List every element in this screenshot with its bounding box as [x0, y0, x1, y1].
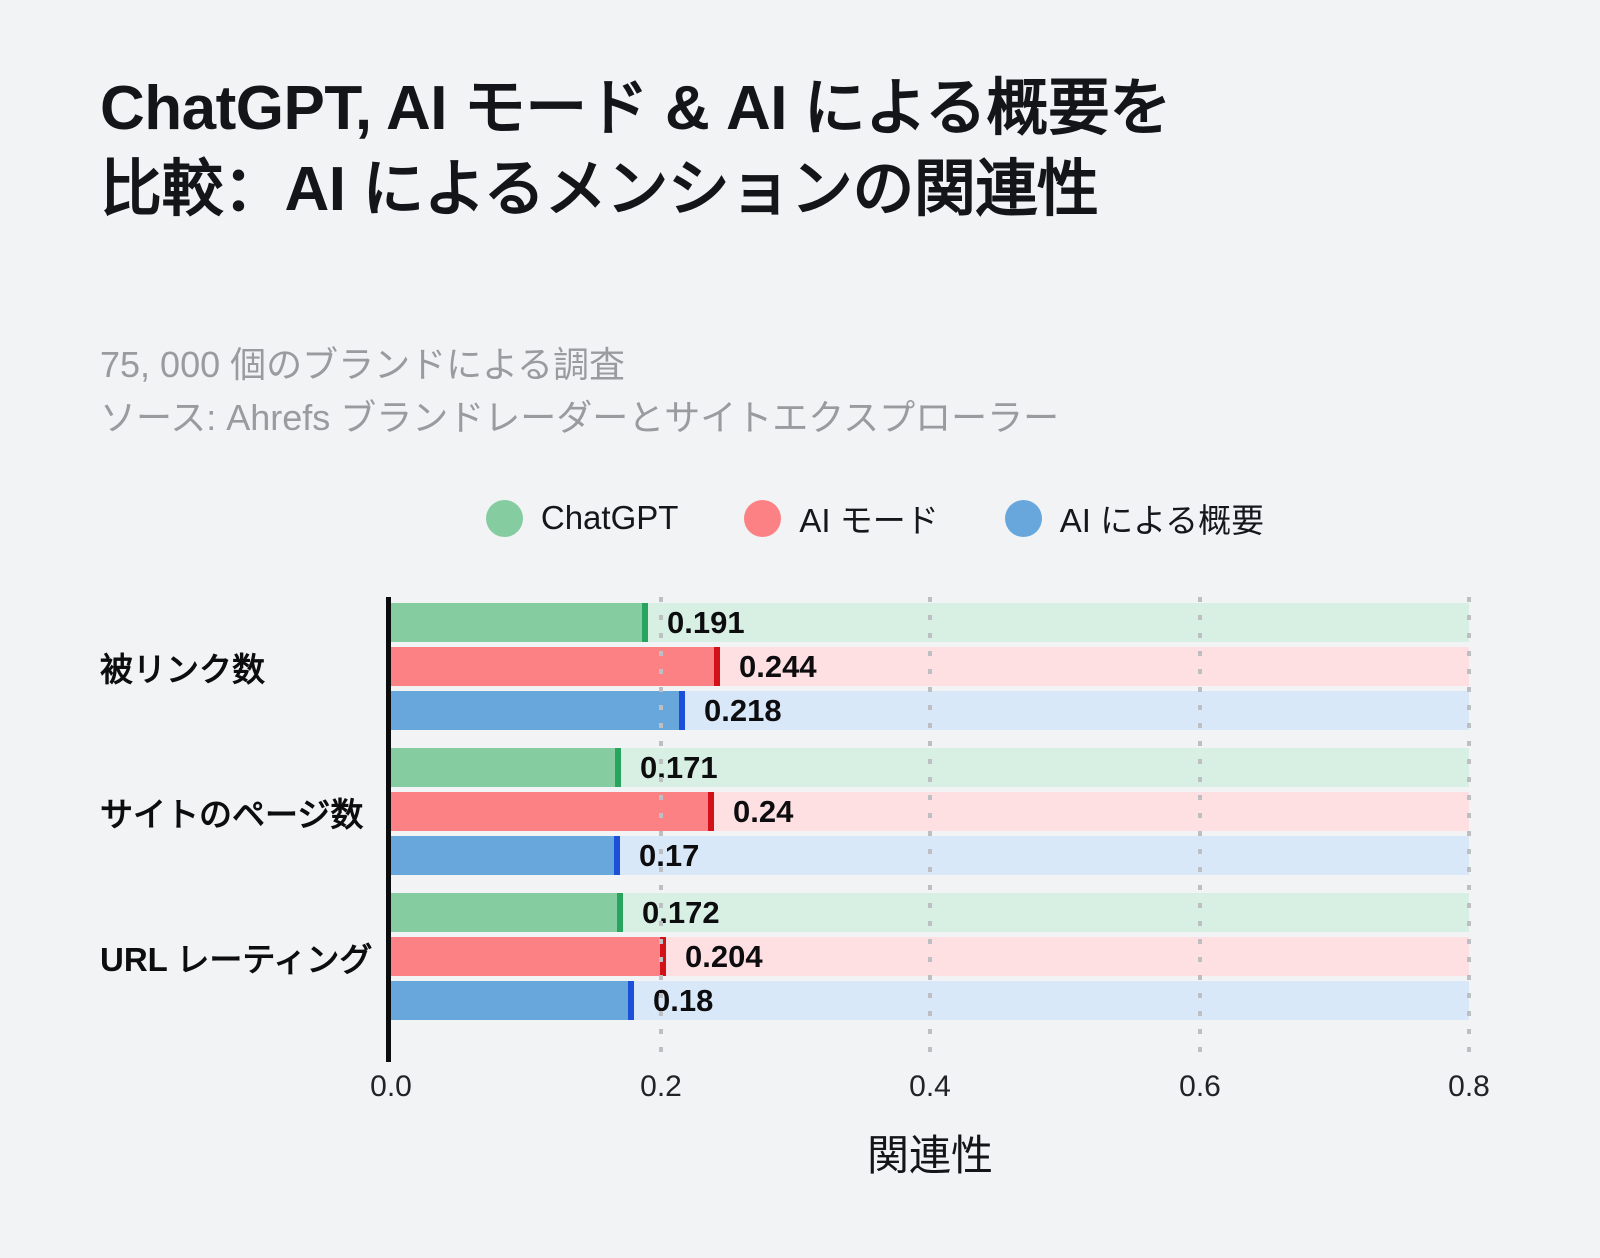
- gridline-0.4: [928, 597, 932, 1062]
- bar-fill: [391, 647, 720, 686]
- legend-item-ai: AI による概要: [1004, 494, 1265, 542]
- bar-value-label: 0.24: [733, 794, 794, 829]
- x-axis-ticks: 0.0 0.2 0.4 0.6 0.8: [370, 1070, 1490, 1106]
- bar-value-label: 0.191: [667, 605, 745, 640]
- x-tick-0.6: 0.6: [1179, 1070, 1221, 1103]
- x-tick-0.8: 0.8: [1448, 1070, 1490, 1103]
- chart-title-line2: 比較：AI によるメンションの関連性: [100, 155, 1099, 224]
- x-tick-0.4: 0.4: [909, 1070, 951, 1103]
- chart-title: ChatGPT, AI モード & AI による概要を 比較：AI によるメンシ…: [100, 68, 1540, 230]
- legend-item-ai: AI モード: [744, 494, 939, 542]
- bar-value-label: 0.204: [685, 939, 763, 974]
- bar-endcap: [708, 792, 714, 831]
- bar-endcap: [617, 893, 623, 932]
- bar-fill: [391, 836, 620, 875]
- bar-endcap: [679, 691, 685, 730]
- bar-fill: [391, 981, 634, 1020]
- bar-fill: [391, 603, 648, 642]
- category-label-0: 被リンク数: [100, 650, 265, 688]
- chart-subtitle: 75, 000 個のブランドによる調査 ソース: Ahrefs ブランドレーダー…: [100, 338, 1540, 444]
- legend-dot-icon: [1004, 499, 1042, 537]
- bar-value-label: 0.17: [639, 838, 700, 873]
- y-axis-spine: [386, 597, 391, 1062]
- gridline-0.8: [1467, 597, 1471, 1062]
- bar-value-label: 0.172: [642, 895, 720, 930]
- plot-area: 0.191 0.244 0.218 0.171 0.24 0.17 0.172 0.204 0.…: [391, 597, 1471, 1062]
- bar-value-label: 0.218: [704, 693, 782, 728]
- bar-endcap: [615, 748, 621, 787]
- bar-endcap: [628, 981, 634, 1020]
- bar-fill: [391, 792, 714, 831]
- legend-label: AI による概要: [1059, 502, 1265, 539]
- bar-value-label: 0.244: [739, 649, 817, 684]
- bar-value-label: 0.18: [653, 983, 714, 1018]
- x-tick-0.0: 0.0: [370, 1070, 412, 1103]
- legend-item-chatgpt: ChatGPT: [485, 499, 679, 537]
- bar-fill: [391, 691, 685, 730]
- gridline-0.2: [659, 597, 663, 1062]
- subtitle-line1: 75, 000 個のブランドによる調査: [100, 344, 626, 385]
- bar-endcap: [614, 836, 620, 875]
- subtitle-line2: ソース: Ahrefs ブランドレーダーとサイトエクスプローラー: [100, 397, 1060, 438]
- legend-label: ChatGPT: [540, 499, 679, 536]
- bar-endcap: [714, 647, 720, 686]
- bar-fill: [391, 893, 623, 932]
- bar-value-label: 0.171: [640, 750, 718, 785]
- bar-endcap: [642, 603, 648, 642]
- category-label-1: サイトのページ数: [100, 795, 364, 833]
- x-tick-0.2: 0.2: [640, 1070, 682, 1103]
- chart-title-line1: ChatGPT, AI モード & AI による概要を: [100, 74, 1171, 143]
- category-label-2: URL レーティング: [100, 940, 373, 978]
- legend: ChatGPT AI モード AI による概要: [150, 496, 1600, 540]
- bar-endcap: [660, 937, 666, 976]
- legend-dot-icon: [744, 499, 782, 537]
- legend-label: AI モード: [799, 502, 939, 539]
- legend-dot-icon: [485, 499, 523, 537]
- category-labels: 被リンク数サイトのページ数 URL レーティング: [100, 597, 380, 1062]
- x-axis-label: 関連性: [866, 1132, 993, 1179]
- bar-fill: [391, 937, 666, 976]
- bar-fill: [391, 748, 621, 787]
- gridline-0.6: [1198, 597, 1202, 1062]
